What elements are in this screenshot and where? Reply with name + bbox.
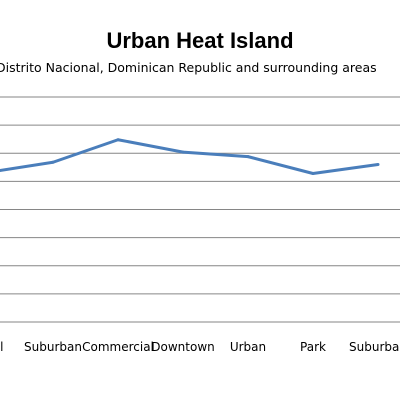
x-tick-label-2: Commercial — [82, 340, 154, 354]
x-tick-label-1: Suburban — [24, 340, 82, 354]
x-tick-label-5: Park — [300, 340, 326, 354]
x-tick-label-4: Urban — [230, 340, 266, 354]
chart-title: Urban Heat Island — [106, 28, 294, 53]
x-tick-label-3: Downtown — [151, 340, 214, 354]
x-tick-label-6: Suburban — [349, 340, 400, 354]
data-point-2 — [116, 138, 120, 142]
data-point-4 — [246, 155, 250, 159]
x-tick-label-0: Rural — [0, 340, 4, 354]
series-line — [0, 138, 379, 175]
data-point-1 — [51, 160, 55, 164]
data-point-6 — [376, 163, 380, 166]
data-point-3 — [181, 150, 185, 154]
data-point-5 — [311, 172, 315, 175]
chart-subtitle: Distrito Nacional, Dominican Republic an… — [0, 60, 377, 75]
